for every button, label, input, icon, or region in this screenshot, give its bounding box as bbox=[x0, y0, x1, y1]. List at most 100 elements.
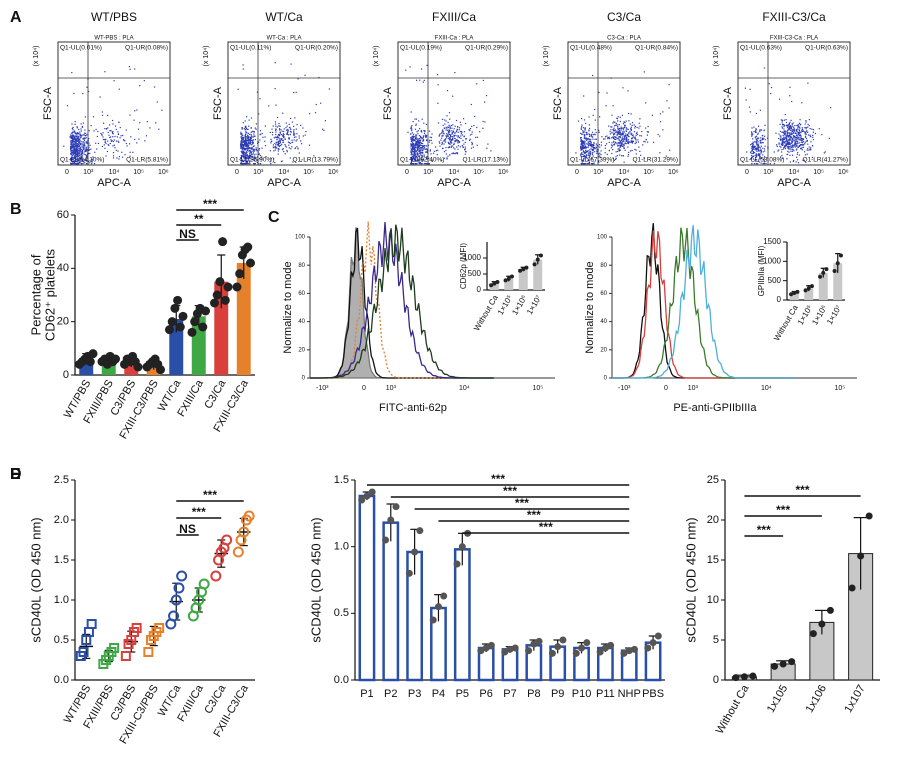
dot bbox=[632, 136, 634, 138]
dot bbox=[81, 126, 83, 128]
dot bbox=[414, 137, 417, 139]
dot bbox=[410, 137, 412, 139]
dot bbox=[780, 143, 782, 145]
dot bbox=[769, 163, 771, 165]
histogram-curve bbox=[310, 224, 494, 379]
y-tick-label: 0 bbox=[777, 295, 782, 304]
dot bbox=[795, 138, 797, 140]
dot bbox=[241, 149, 243, 151]
dot bbox=[781, 138, 783, 140]
dot bbox=[411, 157, 413, 159]
panel-label: E bbox=[10, 466, 21, 483]
dot bbox=[84, 154, 86, 156]
dot bbox=[763, 148, 766, 150]
dot bbox=[584, 141, 586, 143]
dot bbox=[429, 136, 431, 138]
dot bbox=[429, 149, 431, 151]
x-tick-label: 10³ bbox=[386, 385, 397, 392]
dot bbox=[82, 163, 84, 165]
y-axis-label: GPIIbIIa (MFI) bbox=[757, 245, 766, 296]
dot bbox=[69, 136, 71, 138]
quadrant-label: Q1-LR(13.79%) bbox=[292, 157, 338, 164]
dot bbox=[453, 147, 455, 149]
dot bbox=[418, 146, 420, 148]
dot bbox=[592, 152, 594, 154]
y-tick-label: 0.5 bbox=[54, 634, 69, 646]
dot bbox=[72, 154, 74, 156]
dot bbox=[451, 153, 453, 155]
panel-label: A bbox=[10, 9, 22, 26]
dot bbox=[101, 134, 103, 136]
dot bbox=[785, 136, 788, 138]
dot bbox=[423, 132, 426, 134]
dot bbox=[237, 88, 239, 90]
quadrant-label: Q1-LL(67.39%) bbox=[570, 157, 614, 164]
y-axis-label: FSC-A bbox=[552, 86, 564, 120]
dot bbox=[77, 146, 79, 148]
point bbox=[243, 242, 253, 252]
y-tick-label: 2.0 bbox=[54, 514, 69, 526]
dot bbox=[284, 138, 286, 140]
dot bbox=[414, 128, 417, 130]
dot bbox=[613, 140, 615, 143]
dot bbox=[411, 132, 413, 134]
dot bbox=[614, 138, 616, 140]
dot bbox=[621, 134, 623, 136]
dot bbox=[74, 148, 76, 150]
dot bbox=[415, 146, 417, 148]
dot bbox=[613, 121, 615, 123]
dot bbox=[783, 146, 785, 149]
dot bbox=[630, 140, 632, 142]
dot bbox=[796, 135, 798, 137]
dot bbox=[283, 134, 285, 136]
dot bbox=[619, 116, 621, 118]
dot bbox=[88, 130, 90, 132]
dot bbox=[118, 156, 120, 158]
dot bbox=[591, 148, 593, 151]
dot bbox=[261, 156, 263, 158]
dot bbox=[269, 150, 271, 152]
dot bbox=[249, 157, 251, 159]
dot bbox=[779, 145, 781, 147]
dot bbox=[799, 119, 801, 121]
dot bbox=[76, 148, 78, 150]
histogram-curve bbox=[612, 223, 796, 379]
dot bbox=[411, 136, 413, 138]
dot bbox=[787, 150, 789, 152]
dot bbox=[781, 126, 783, 128]
dot bbox=[788, 148, 790, 150]
dot bbox=[619, 141, 621, 143]
dot bbox=[81, 153, 83, 155]
dot bbox=[808, 119, 810, 121]
dot bbox=[78, 152, 80, 154]
dot bbox=[421, 159, 423, 161]
dot bbox=[264, 125, 266, 127]
dot bbox=[107, 144, 109, 146]
dot bbox=[247, 147, 249, 149]
dot bbox=[240, 155, 243, 157]
dot bbox=[410, 126, 412, 128]
dot bbox=[423, 146, 425, 148]
dot bbox=[794, 125, 796, 127]
dot bbox=[456, 152, 459, 154]
dot bbox=[245, 154, 248, 156]
dot bbox=[81, 125, 83, 128]
dot bbox=[424, 148, 426, 150]
dot bbox=[72, 137, 74, 139]
dot bbox=[75, 157, 77, 159]
dot bbox=[449, 125, 451, 127]
x-tick-label: 1x107 bbox=[842, 683, 867, 715]
dot bbox=[758, 144, 760, 146]
dot bbox=[274, 136, 276, 138]
dot bbox=[592, 114, 594, 116]
dot bbox=[753, 131, 755, 133]
dot bbox=[255, 158, 257, 160]
dot bbox=[419, 144, 421, 146]
dot bbox=[249, 136, 252, 138]
dot bbox=[453, 134, 455, 136]
dot bbox=[587, 144, 590, 146]
x-tick-label: 10⁴ bbox=[789, 169, 800, 176]
dot bbox=[790, 136, 793, 138]
dot bbox=[453, 143, 455, 145]
dot bbox=[581, 148, 583, 150]
